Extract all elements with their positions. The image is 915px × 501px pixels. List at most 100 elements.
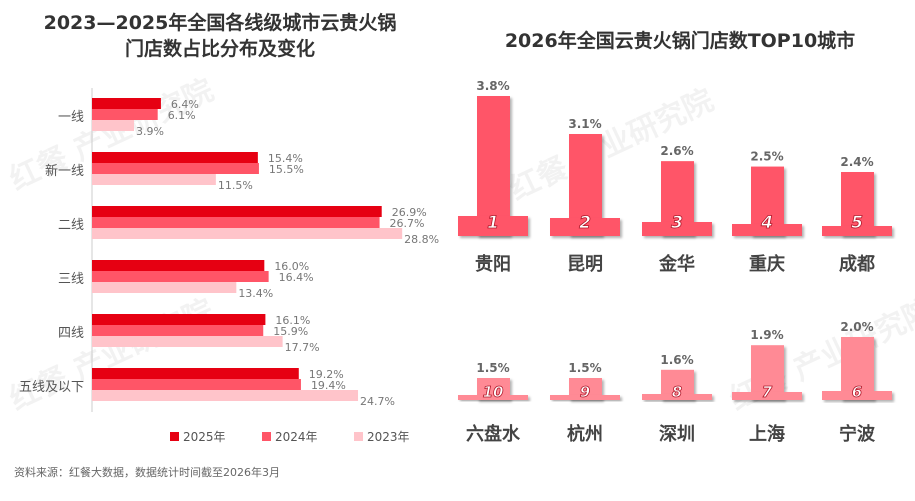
city-label: 成都: [839, 253, 875, 275]
legend-label: 2024年: [275, 430, 318, 444]
ranking-pedestal: [458, 395, 528, 400]
bar-2023年: [92, 390, 359, 401]
right-chart-title: 2026年全国云贵火锅门店数TOP10城市: [504, 30, 856, 52]
bar-2024年: [92, 325, 264, 336]
bar-2023年: [92, 120, 135, 131]
data-label: 28.8%: [404, 233, 439, 246]
value-label: 3.1%: [568, 117, 601, 131]
value-label: 2.6%: [660, 144, 693, 158]
bar-2025年: [92, 314, 266, 325]
bar-2025年: [92, 368, 299, 379]
legend-swatch: [170, 432, 179, 441]
city-label: 上海: [749, 423, 785, 445]
data-label: 13.4%: [238, 287, 273, 300]
legend-swatch: [262, 432, 271, 441]
bar-2025年: [92, 152, 258, 163]
city-label: 贵阳: [475, 254, 511, 275]
data-label: 17.7%: [285, 341, 320, 354]
city-label: 重庆: [749, 253, 785, 275]
ranking-pillar: [841, 337, 874, 400]
category-label: 四线: [58, 326, 84, 341]
ranking-pedestal: [822, 226, 892, 236]
data-label: 16.4%: [279, 271, 314, 284]
city-label: 深圳: [659, 423, 695, 445]
city-label: 昆明: [567, 254, 603, 275]
category-label: 新一线: [45, 163, 84, 179]
city-label: 杭州: [567, 423, 603, 445]
ranking-pedestal: [732, 392, 802, 400]
ranking-pedestal: [822, 391, 892, 400]
bar-2025年: [92, 206, 382, 217]
rank-number: 7: [762, 383, 773, 401]
data-label: 15.5%: [269, 163, 304, 176]
city-label: 六盘水: [466, 423, 521, 445]
data-label: 6.4%: [171, 98, 199, 111]
city-label: 宁波: [839, 423, 876, 445]
left-chart-title: 2023—2025年全国各线级城市云贵火锅 门店数占比分布及变化: [0, 10, 440, 62]
bar-2024年: [92, 217, 380, 228]
value-label: 2.4%: [840, 155, 873, 169]
bar-2024年: [92, 379, 301, 390]
source-note: 资料来源：红餐大数据，数据统计时间截至2026年3月: [14, 466, 280, 479]
data-label: 19.2%: [309, 368, 344, 381]
ranking-pillar: [477, 378, 510, 400]
rank-number: 3: [671, 213, 683, 233]
value-label: 1.9%: [750, 328, 783, 342]
rank-number: 4: [760, 213, 773, 233]
legend-label: 2023年: [367, 430, 410, 444]
data-label: 15.9%: [273, 325, 308, 338]
data-label: 24.7%: [360, 395, 395, 408]
data-label: 19.4%: [311, 379, 346, 392]
ranking-pedestal: [550, 218, 620, 236]
bar-2024年: [92, 109, 158, 120]
city-label: 金华: [658, 253, 695, 275]
bar-2024年: [92, 271, 269, 282]
bar-2023年: [92, 228, 403, 239]
rank-number: 6: [852, 383, 862, 401]
bar-2023年: [92, 282, 237, 293]
data-label: 11.5%: [218, 179, 253, 192]
rank-number: 2: [579, 213, 591, 233]
rank-number: 10: [483, 383, 504, 401]
ranking-pillar: [841, 172, 874, 236]
value-label: 1.6%: [660, 353, 693, 367]
rank-number: 5: [851, 213, 863, 233]
data-label: 6.1%: [168, 109, 196, 122]
left-title-line2: 门店数占比分布及变化: [124, 38, 315, 60]
bar-2023年: [92, 336, 283, 347]
data-label: 26.7%: [390, 217, 425, 230]
left-title-line1: 2023—2025年全国各线级城市云贵火锅: [43, 12, 397, 34]
legend-swatch: [354, 432, 363, 441]
category-label: 一线: [58, 110, 84, 125]
ranking-pedestal: [732, 224, 802, 236]
value-label: 2.0%: [840, 320, 873, 334]
rank-number: 8: [672, 383, 682, 401]
category-label: 二线: [58, 218, 84, 233]
rank-number: 9: [580, 383, 590, 401]
data-label: 3.9%: [136, 125, 164, 138]
ranking-pillar: [477, 96, 510, 236]
ranking-pillar: [569, 378, 602, 400]
bar-2025年: [92, 260, 265, 271]
data-label: 16.1%: [275, 314, 310, 327]
legend-label: 2025年: [183, 430, 226, 444]
value-label: 2.5%: [750, 150, 783, 164]
data-label: 15.4%: [268, 152, 303, 165]
ranking-pedestal: [550, 395, 620, 400]
bar-2023年: [92, 174, 216, 185]
bar-2025年: [92, 98, 161, 109]
value-label: 3.8%: [476, 79, 509, 93]
ranking-pedestal: [458, 216, 528, 236]
value-label: 1.5%: [476, 361, 509, 375]
data-label: 16.0%: [274, 260, 309, 273]
value-label: 1.5%: [568, 361, 601, 375]
ranking-pedestal: [642, 222, 712, 236]
ranking-pedestal: [642, 394, 712, 400]
category-label: 三线: [58, 272, 84, 287]
bar-2024年: [92, 163, 259, 174]
data-label: 26.9%: [392, 206, 427, 219]
rank-number: 1: [487, 213, 499, 233]
ranking-pillar: [751, 345, 784, 400]
